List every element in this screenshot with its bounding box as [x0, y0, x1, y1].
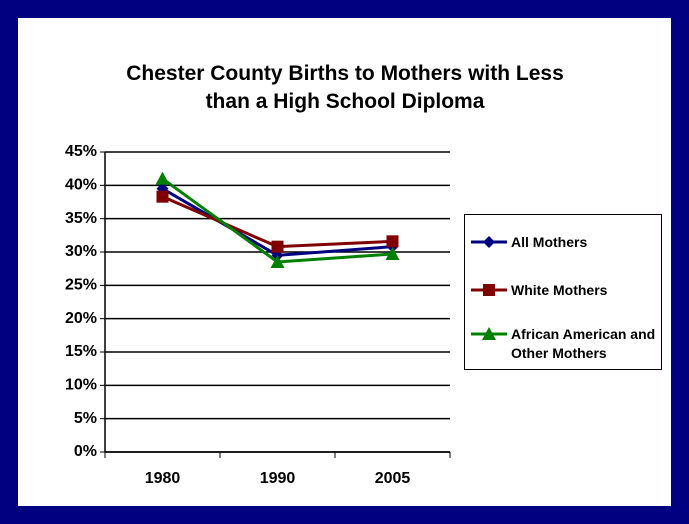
- marker: [271, 240, 284, 253]
- y-tick-label: 30%: [65, 243, 97, 260]
- y-tick-label: 15%: [65, 343, 97, 360]
- marker: [385, 247, 400, 260]
- legend-key: [471, 327, 507, 340]
- marker: [270, 255, 285, 268]
- legend: All Mothers White Mothers African American…: [464, 214, 662, 370]
- legend-label: White Mothers: [511, 282, 608, 298]
- marker: [482, 327, 496, 340]
- y-tick-label: 20%: [65, 310, 97, 327]
- y-tick-label: 35%: [65, 210, 97, 227]
- chart-title: Chester County Births to Mothers with Le…: [126, 62, 564, 113]
- marker: [386, 235, 399, 248]
- legend-item: African American and Other Mothers: [469, 325, 659, 363]
- legend-label: African American and Other Mothers: [511, 326, 656, 361]
- x-tick-label: 2005: [375, 470, 411, 487]
- y-tick-label: 45%: [65, 143, 97, 160]
- legend-label: All Mothers: [511, 234, 588, 250]
- marker: [156, 190, 169, 203]
- y-tick-label: 5%: [74, 410, 97, 427]
- marker: [155, 171, 170, 185]
- marker: [483, 284, 495, 296]
- y-tick-label: 25%: [65, 277, 97, 294]
- legend-item: All Mothers: [469, 233, 659, 252]
- x-tick-label: 1980: [145, 470, 181, 487]
- marker: [483, 236, 495, 248]
- legend-key: [471, 236, 507, 248]
- y-tick-label: 40%: [65, 177, 97, 194]
- y-tick-label: 0%: [74, 443, 97, 460]
- y-tick-label: 10%: [65, 377, 97, 394]
- legend-item: White Mothers: [469, 281, 659, 300]
- x-tick-label: 1990: [260, 470, 296, 487]
- legend-key: [471, 284, 507, 296]
